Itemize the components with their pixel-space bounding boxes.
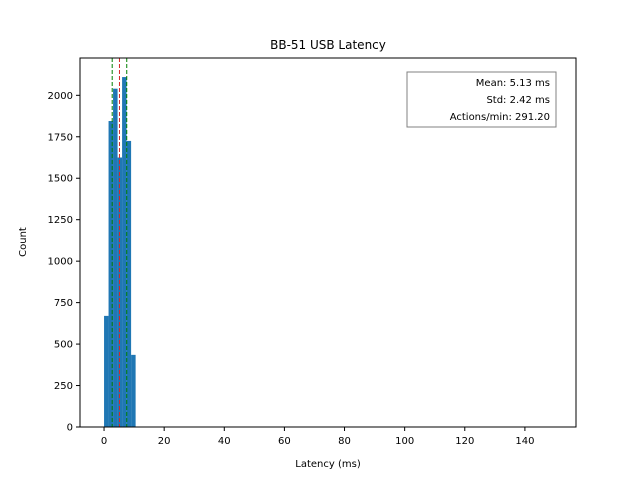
reference-lines bbox=[111, 58, 128, 427]
x-tick-label: 0 bbox=[101, 436, 107, 447]
y-tick-label: 0 bbox=[67, 423, 73, 434]
histogram-bar-5 bbox=[126, 140, 132, 428]
y-tick-label: 1250 bbox=[48, 215, 73, 226]
stats-box-frame bbox=[406, 71, 557, 128]
y-tick-label: 500 bbox=[54, 340, 73, 351]
y-axis-label: Count bbox=[18, 227, 29, 257]
histogram-bar-2 bbox=[113, 88, 118, 427]
histogram-bar-0 bbox=[104, 315, 109, 427]
x-tick-label: 100 bbox=[395, 436, 414, 447]
y-tick-label: 1750 bbox=[48, 132, 73, 143]
plot-frame bbox=[79, 57, 577, 428]
y-tick-label: 2000 bbox=[48, 91, 73, 102]
y-tick-label: 1500 bbox=[48, 174, 73, 185]
histogram-bar-4 bbox=[122, 77, 127, 428]
y-tick-label: 250 bbox=[54, 381, 73, 392]
stats-actions: Actions/min: 291.20 bbox=[450, 112, 550, 123]
x-axis-ticks: 0 20 40 60 80 100 120 140 bbox=[101, 427, 534, 447]
x-tick-label: 40 bbox=[218, 436, 231, 447]
histogram-bar-1 bbox=[108, 121, 114, 427]
x-axis-label: Latency (ms) bbox=[295, 459, 361, 470]
y-tick-label: 1000 bbox=[48, 257, 73, 268]
y-tick-label: 750 bbox=[54, 298, 73, 309]
histogram-bar-6 bbox=[131, 354, 136, 427]
x-tick-label: 140 bbox=[515, 436, 534, 447]
stats-std: Std: 2.42 ms bbox=[486, 95, 550, 106]
x-tick-label: 60 bbox=[278, 436, 291, 447]
y-axis-ticks: 0 250 500 750 1000 1250 1500 1750 2000 bbox=[48, 91, 80, 434]
stats-mean: Mean: 5.13 ms bbox=[476, 78, 550, 89]
x-tick-label: 80 bbox=[338, 436, 351, 447]
stats-box: Mean: 5.13 ms Std: 2.42 ms Actions/min: … bbox=[406, 71, 557, 128]
chart-title: BB-51 USB Latency bbox=[270, 38, 386, 52]
x-tick-label: 20 bbox=[158, 436, 171, 447]
x-tick-label: 120 bbox=[455, 436, 474, 447]
